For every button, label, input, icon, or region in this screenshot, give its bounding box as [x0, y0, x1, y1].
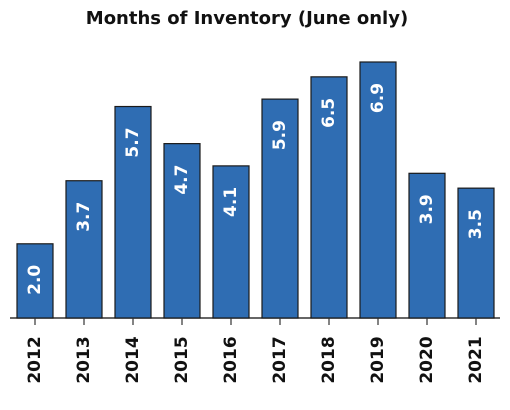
x-tick-label: 2017 — [270, 336, 290, 383]
bar — [408, 172, 446, 319]
bar — [163, 143, 201, 319]
x-tick-label: 2013 — [74, 336, 94, 383]
value-label: 6.5 — [319, 98, 339, 128]
bar — [212, 165, 250, 319]
bar — [310, 76, 348, 319]
value-label: 5.7 — [123, 127, 143, 157]
x-tick-label: 2012 — [25, 336, 45, 383]
bar — [359, 61, 397, 319]
x-tick-label: 2020 — [417, 336, 437, 383]
value-label: 3.7 — [74, 202, 94, 232]
bar — [65, 180, 103, 319]
chart-title: Months of Inventory (June only) — [86, 8, 408, 29]
x-tick-label: 2021 — [466, 336, 486, 383]
x-tick-label: 2019 — [368, 336, 388, 383]
value-label: 2.0 — [25, 265, 45, 295]
bar — [114, 105, 152, 319]
x-tick-label: 2018 — [319, 336, 339, 383]
bar — [261, 98, 299, 319]
x-tick-label: 2016 — [221, 336, 241, 383]
value-label: 4.1 — [221, 187, 241, 217]
x-tick-label: 2014 — [123, 336, 143, 383]
value-label: 4.7 — [172, 165, 192, 195]
value-label: 5.9 — [270, 120, 290, 150]
x-tick-label: 2015 — [172, 336, 192, 383]
value-label: 6.9 — [368, 83, 388, 113]
value-label: 3.5 — [466, 209, 486, 239]
bar — [457, 187, 495, 319]
value-label: 3.9 — [417, 194, 437, 224]
